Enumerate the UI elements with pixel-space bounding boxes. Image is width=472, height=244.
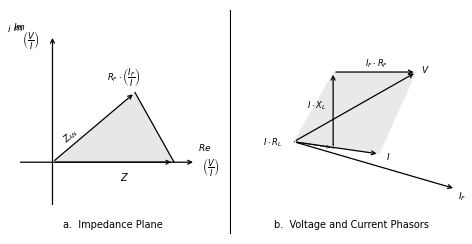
Text: $\left(\dfrac{V}{I}\right)$: $\left(\dfrac{V}{I}\right)$ [22, 30, 40, 52]
Text: $I \cdot X_L$: $I \cdot X_L$ [307, 100, 326, 112]
Text: $Z_{AN}$: $Z_{AN}$ [60, 126, 81, 146]
Text: $\mathit{Im}$: $\mathit{Im}$ [13, 21, 26, 32]
Text: $\mathit{Re}$: $\mathit{Re}$ [198, 142, 211, 153]
Polygon shape [294, 72, 416, 154]
Text: $m$: $m$ [13, 24, 23, 33]
Text: $I_F$: $I_F$ [458, 191, 466, 203]
Text: b.  Voltage and Current Phasors: b. Voltage and Current Phasors [274, 220, 429, 230]
Text: $V$: $V$ [421, 64, 430, 75]
Text: $I_F \cdot R_F$: $I_F \cdot R_F$ [365, 58, 389, 70]
Polygon shape [52, 92, 174, 162]
Text: $Z$: $Z$ [119, 171, 129, 183]
Text: $I \cdot R_L$: $I \cdot R_L$ [263, 136, 282, 149]
Text: $I$: $I$ [386, 151, 391, 162]
Text: $R_F \cdot \left(\dfrac{I_F}{I}\right)$: $R_F \cdot \left(\dfrac{I_F}{I}\right)$ [107, 67, 141, 89]
Text: $\it{i}$: $\it{i}$ [7, 23, 11, 34]
Text: $\left(\dfrac{V}{I}\right)$: $\left(\dfrac{V}{I}\right)$ [202, 157, 220, 179]
Text: a.  Impedance Plane: a. Impedance Plane [63, 220, 163, 230]
